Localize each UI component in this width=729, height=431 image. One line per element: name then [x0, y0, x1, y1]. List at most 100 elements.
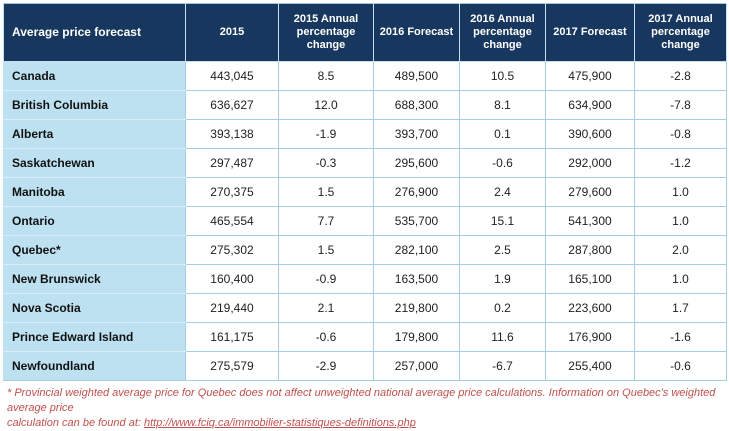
value-cell: 287,800: [545, 235, 635, 265]
value-cell: 688,300: [373, 90, 460, 120]
column-header-2016-annual-percentage-change: 2016 Annual percentage change: [459, 3, 546, 62]
value-cell: 2.0: [634, 235, 727, 265]
value-cell: 223,600: [545, 293, 635, 323]
table-row: New Brunswick 160,400 -0.9 163,500 1.9 165,10…: [3, 264, 727, 294]
table-row: Manitoba 270,375 1.5 276,900 2.4 279,600 1.0: [3, 177, 727, 207]
value-cell: 257,000: [373, 351, 460, 381]
value-cell: 165,100: [545, 264, 635, 294]
column-header-2016-forecast: 2016 Forecast: [373, 3, 460, 62]
region-cell: Quebec*: [3, 235, 186, 265]
header-row: Average price forecast 2015 2015 Annual …: [3, 3, 727, 62]
value-cell: -0.6: [634, 351, 727, 381]
value-cell: -6.7: [459, 351, 546, 381]
value-cell: 219,440: [185, 293, 279, 323]
value-cell: 1.7: [634, 293, 727, 323]
region-cell: Saskatchewan: [3, 148, 186, 178]
value-cell: 8.5: [278, 61, 374, 91]
value-cell: 1.5: [278, 235, 374, 265]
value-cell: 8.1: [459, 90, 546, 120]
table-row: Nova Scotia 219,440 2.1 219,800 0.2 223,600 1.…: [3, 293, 727, 323]
table-row: Quebec* 275,302 1.5 282,100 2.5 287,800 2.0: [3, 235, 727, 265]
value-cell: 176,900: [545, 322, 635, 352]
value-cell: 1.9: [459, 264, 546, 294]
region-cell: Newfoundland: [3, 351, 186, 381]
value-cell: 541,300: [545, 206, 635, 236]
value-cell: 1.0: [634, 206, 727, 236]
value-cell: -0.9: [278, 264, 374, 294]
value-cell: 634,900: [545, 90, 635, 120]
value-cell: 11.6: [459, 322, 546, 352]
value-cell: 255,400: [545, 351, 635, 381]
region-cell: New Brunswick: [3, 264, 186, 294]
table-body: Canada 443,045 8.5 489,500 10.5 475,900 -2.8 Br…: [3, 61, 727, 381]
region-cell: Manitoba: [3, 177, 186, 207]
value-cell: 2.1: [278, 293, 374, 323]
column-header-2017-forecast: 2017 Forecast: [545, 3, 635, 62]
footnote-line1: * Provincial weighted average price for …: [7, 387, 716, 414]
value-cell: 179,800: [373, 322, 460, 352]
value-cell: 393,138: [185, 119, 279, 149]
value-cell: 390,600: [545, 119, 635, 149]
value-cell: 160,400: [185, 264, 279, 294]
region-cell: Prince Edward Island: [3, 322, 186, 352]
value-cell: 275,302: [185, 235, 279, 265]
footnote: * Provincial weighted average price for …: [3, 381, 726, 431]
price-forecast-table: Average price forecast 2015 2015 Annual …: [3, 3, 727, 381]
value-cell: -1.6: [634, 322, 727, 352]
value-cell: 295,600: [373, 148, 460, 178]
value-cell: 279,600: [545, 177, 635, 207]
table-row: Ontario 465,554 7.7 535,700 15.1 541,300 1.0: [3, 206, 727, 236]
value-cell: 12.0: [278, 90, 374, 120]
value-cell: -0.6: [278, 322, 374, 352]
region-cell: Nova Scotia: [3, 293, 186, 323]
value-cell: 465,554: [185, 206, 279, 236]
value-cell: 15.1: [459, 206, 546, 236]
region-cell: Canada: [3, 61, 186, 91]
table-row: Newfoundland 275,579 -2.9 257,000 -6.7 255,40…: [3, 351, 727, 381]
value-cell: 2.5: [459, 235, 546, 265]
value-cell: -1.9: [278, 119, 374, 149]
table-row: Alberta 393,138 -1.9 393,700 0.1 390,600 -0.8: [3, 119, 727, 149]
value-cell: 636,627: [185, 90, 279, 120]
value-cell: -2.8: [634, 61, 727, 91]
value-cell: 10.5: [459, 61, 546, 91]
column-header-2015: 2015: [185, 3, 279, 62]
value-cell: -7.8: [634, 90, 727, 120]
value-cell: 282,100: [373, 235, 460, 265]
value-cell: 489,500: [373, 61, 460, 91]
region-cell: British Columbia: [3, 90, 186, 120]
value-cell: 163,500: [373, 264, 460, 294]
value-cell: 161,175: [185, 322, 279, 352]
value-cell: 276,900: [373, 177, 460, 207]
value-cell: 0.2: [459, 293, 546, 323]
price-forecast-panel: Average price forecast 2015 2015 Annual …: [3, 3, 727, 429]
value-cell: 292,000: [545, 148, 635, 178]
value-cell: 1.0: [634, 264, 727, 294]
value-cell: 275,579: [185, 351, 279, 381]
value-cell: 297,487: [185, 148, 279, 178]
region-cell: Alberta: [3, 119, 186, 149]
value-cell: 1.5: [278, 177, 374, 207]
table-row: British Columbia 636,627 12.0 688,300 8.1 634…: [3, 90, 727, 120]
value-cell: 7.7: [278, 206, 374, 236]
value-cell: -0.6: [459, 148, 546, 178]
value-cell: -0.3: [278, 148, 374, 178]
table-row: Prince Edward Island 161,175 -0.6 179,800 11…: [3, 322, 727, 352]
value-cell: -0.8: [634, 119, 727, 149]
value-cell: 270,375: [185, 177, 279, 207]
table-row: Canada 443,045 8.5 489,500 10.5 475,900 -2.8: [3, 61, 727, 91]
value-cell: 219,800: [373, 293, 460, 323]
value-cell: -1.2: [634, 148, 727, 178]
value-cell: 0.1: [459, 119, 546, 149]
value-cell: 443,045: [185, 61, 279, 91]
value-cell: 2.4: [459, 177, 546, 207]
value-cell: 393,700: [373, 119, 460, 149]
value-cell: 535,700: [373, 206, 460, 236]
column-header-2017-annual-percentage-change: 2017 Annual percentage change: [634, 3, 727, 62]
value-cell: 475,900: [545, 61, 635, 91]
value-cell: -2.9: [278, 351, 374, 381]
region-cell: Ontario: [3, 206, 186, 236]
table-row: Saskatchewan 297,487 -0.3 295,600 -0.6 292,00…: [3, 148, 727, 178]
column-header-2015-annual-percentage-change: 2015 Annual percentage change: [278, 3, 374, 62]
column-header-average-price-forecast: Average price forecast: [3, 3, 186, 62]
